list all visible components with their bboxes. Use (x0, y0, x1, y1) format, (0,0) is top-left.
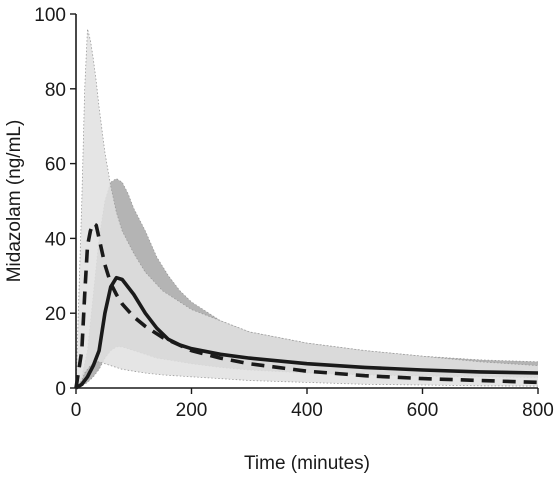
solid-series-line (75, 275, 539, 390)
y-tick-label: 40 (45, 229, 66, 250)
x-tick-label: 200 (176, 400, 208, 421)
x-tick-label: 400 (291, 400, 323, 421)
x-axis-title: Time (minutes) (244, 453, 370, 474)
y-tick-label: 80 (45, 80, 66, 101)
y-tick-label: 100 (34, 5, 66, 26)
series-lines (74, 221, 539, 390)
ticks: 0 20 40 60 80 100 0 200 400 600 800 (34, 5, 554, 421)
dashed-series-band-edge (75, 361, 539, 389)
y-tick-label: 0 (55, 379, 66, 400)
dashed-series-band-edge (75, 28, 539, 389)
y-tick-label: 60 (45, 155, 66, 176)
dashed-series-line (74, 221, 539, 389)
y-axis-title: Midazolam (ng/mL) (4, 120, 25, 283)
confidence-bands (75, 28, 539, 389)
y-tick-label: 20 (45, 304, 66, 325)
x-tick-label: 0 (71, 400, 82, 421)
x-tick-label: 800 (522, 400, 554, 421)
dashed-series-band (76, 29, 538, 388)
x-tick-label: 600 (407, 400, 439, 421)
